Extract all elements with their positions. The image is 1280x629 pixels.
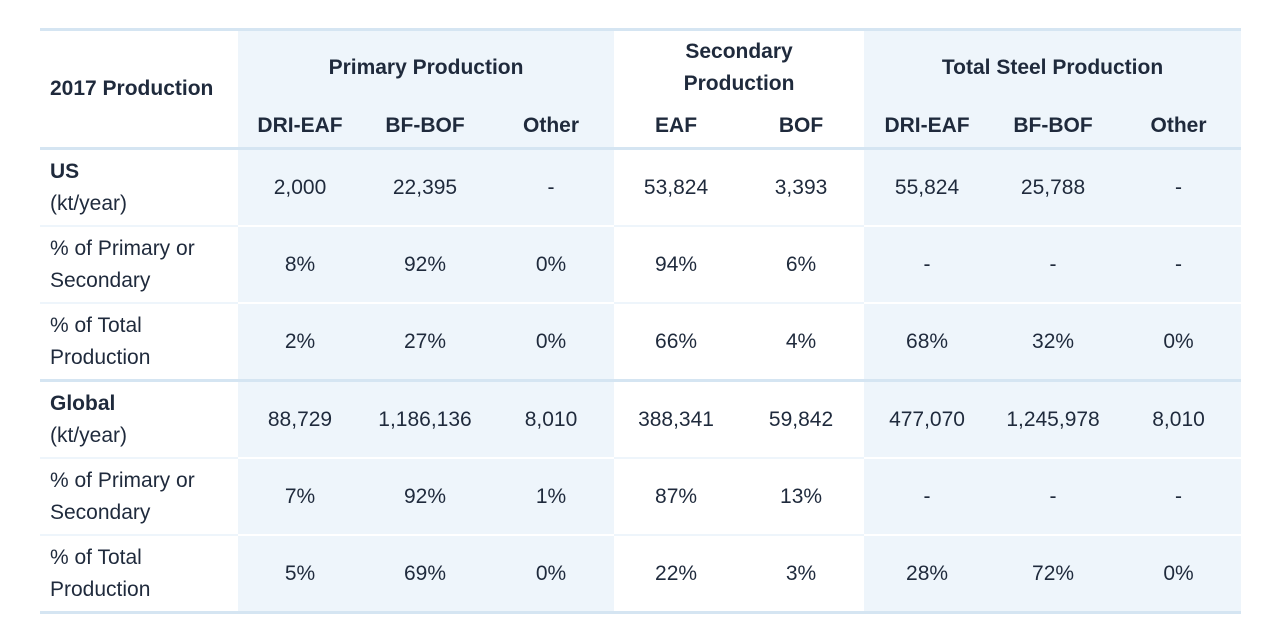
row-label: Global (kt/year) <box>40 379 238 459</box>
table-cell: 69% <box>362 535 488 614</box>
table-cell: 2% <box>238 303 362 382</box>
table-cell: 28% <box>864 535 991 614</box>
row-label-text: % of Primary or Secondary <box>50 236 195 292</box>
table-cell: - <box>990 458 1117 536</box>
table-cell: 88,729 <box>238 379 362 459</box>
subheader-total-bf-bof: BF-BOF <box>990 105 1117 150</box>
subheader-primary-dri-eaf: DRI-EAF <box>238 105 362 150</box>
table-cell: - <box>990 226 1117 304</box>
table-cell: - <box>1116 226 1242 304</box>
row-label: % of Total Production <box>40 303 238 382</box>
table-cell: 477,070 <box>864 379 991 459</box>
row-label: % of Total Production <box>40 535 238 614</box>
table-cell: 6% <box>738 226 865 304</box>
table-cell: 4% <box>738 303 865 382</box>
group-header-secondary-label: Secondary Production <box>683 40 795 95</box>
table-cell: 1,186,136 <box>362 379 488 459</box>
table-cell: - <box>864 458 991 536</box>
table-cell: 92% <box>362 458 488 536</box>
table-cell: 1% <box>488 458 615 536</box>
row-label-text: % of Total Production <box>50 313 151 369</box>
table-cell: 5% <box>238 535 362 614</box>
table-row: % of Total Production 2% 27% 0% 66% 4% 68% 32% 0… <box>40 303 1242 382</box>
table-cell: - <box>488 148 615 227</box>
table-row: % of Primary or Secondary 8% 92% 0% 94% 6% - - - <box>40 226 1242 304</box>
group-header-secondary: Secondary Production <box>614 28 865 105</box>
table-cell: 87% <box>614 458 739 536</box>
table-cell: 66% <box>614 303 739 382</box>
table-cell: 7% <box>238 458 362 536</box>
table-cell: 53,824 <box>614 148 739 227</box>
table-cell: - <box>1116 148 1242 227</box>
table-cell: 55,824 <box>864 148 991 227</box>
row-label-text: % of Primary or Secondary <box>50 468 195 524</box>
subheader-primary-bf-bof: BF-BOF <box>362 105 488 150</box>
row-label-text: Global <box>50 391 116 415</box>
table-cell: 32% <box>990 303 1117 382</box>
table-cell: 0% <box>1116 535 1242 614</box>
table-cell: 25,788 <box>990 148 1117 227</box>
row-label: US (kt/year) <box>40 148 238 227</box>
table-cell: 92% <box>362 226 488 304</box>
subheader-total-dri-eaf: DRI-EAF <box>864 105 991 150</box>
row-unit: (kt/year) <box>50 191 128 215</box>
table-cell: 0% <box>488 535 615 614</box>
table-row: % of Total Production 5% 69% 0% 22% 3% 28% 72% 0… <box>40 535 1242 614</box>
table-cell: 0% <box>1116 303 1242 382</box>
table-body: US (kt/year) 2,000 22,395-53,824 3,393 55,824… <box>40 148 1242 614</box>
table-cell: 0% <box>488 303 615 382</box>
table-cell: 72% <box>990 535 1117 614</box>
row-label-text: % of Total Production <box>50 545 151 601</box>
row-unit: (kt/year) <box>50 423 128 447</box>
table-cell: 8,010 <box>488 379 615 459</box>
table-cell: 8% <box>238 226 362 304</box>
table-cell: - <box>864 226 991 304</box>
production-table-container: 2017 Production Primary Production Secon… <box>40 28 1242 614</box>
steel-production-table: 2017 Production Primary Production Secon… <box>40 28 1242 614</box>
subheader-total-other: Other <box>1116 105 1242 150</box>
table-cell: 59,842 <box>738 379 865 459</box>
table-cell: 27% <box>362 303 488 382</box>
table-cell: 388,341 <box>614 379 739 459</box>
table-cell: 0% <box>488 226 615 304</box>
table-row: US (kt/year) 2,000 22,395-53,824 3,393 55,824… <box>40 148 1242 227</box>
table-cell: 3,393 <box>738 148 865 227</box>
row-label-text: US <box>50 159 80 183</box>
table-cell: 13% <box>738 458 865 536</box>
row-label: % of Primary or Secondary <box>40 226 238 304</box>
group-header-total: Total Steel Production <box>864 28 1242 105</box>
table-cell: 1,245,978 <box>990 379 1117 459</box>
corner-header: 2017 Production <box>40 28 238 150</box>
table-cell: 22% <box>614 535 739 614</box>
subheader-secondary-eaf: EAF <box>614 105 739 150</box>
table-cell: 2,000 <box>238 148 362 227</box>
group-header-primary: Primary Production <box>238 28 615 105</box>
row-label: % of Primary or Secondary <box>40 458 238 536</box>
subheader-primary-other: Other <box>488 105 615 150</box>
table-row: % of Primary or Secondary 7% 92% 1% 87% 13% - -… <box>40 458 1242 536</box>
table-cell: 3% <box>738 535 865 614</box>
subheader-secondary-bof: BOF <box>738 105 865 150</box>
table-cell: 68% <box>864 303 991 382</box>
table-cell: 22,395 <box>362 148 488 227</box>
table-cell: - <box>1116 458 1242 536</box>
table-cell: 8,010 <box>1116 379 1242 459</box>
table-cell: 94% <box>614 226 739 304</box>
table-row: Global (kt/year) 88,729 1,186,136 8,010 388,3… <box>40 379 1242 459</box>
